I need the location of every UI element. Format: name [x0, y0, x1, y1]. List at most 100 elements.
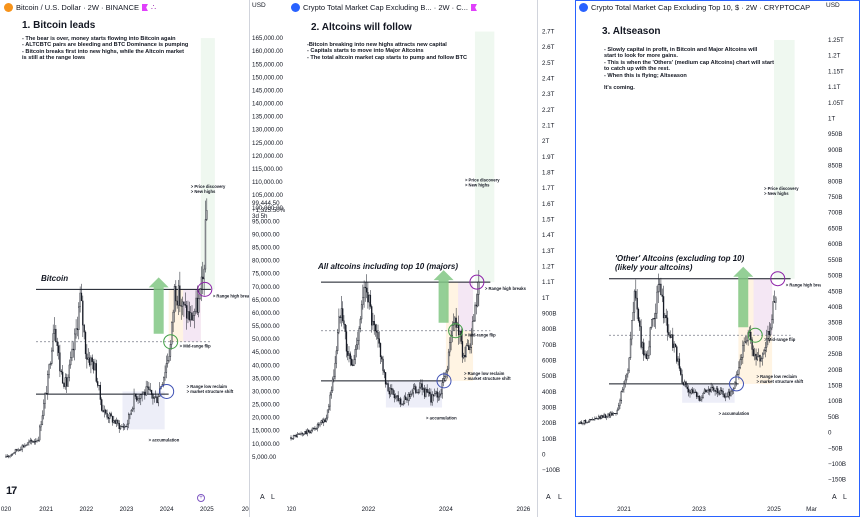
panel-divider[interactable] [249, 0, 250, 517]
candle-body [36, 440, 38, 442]
candle-body [339, 316, 341, 318]
chart-panel-bitcoin[interactable]: Bitcoin / U.S. Dollar · 2W · BINANCE ∴ >… [0, 0, 249, 517]
candle-body [79, 292, 81, 308]
note-line: to catch up with the rest. [604, 66, 670, 73]
candle-body [665, 315, 667, 319]
candle-body [475, 304, 477, 307]
candle-body [172, 311, 174, 323]
x-tick-label: 2025 [767, 506, 781, 513]
candle-body [691, 389, 694, 393]
candle-body [628, 357, 630, 371]
candle-body [735, 374, 737, 384]
candle-body [335, 350, 338, 364]
y-tick-label: 20,000.00 [252, 415, 280, 422]
candle-body [402, 403, 404, 405]
auto-scale-button[interactable]: A [546, 494, 551, 501]
annotation-structure-shift: > market structure shift [464, 376, 511, 381]
candle-body [773, 301, 776, 303]
note-line: - ALTCBTC pairs are bleeding and BTC Dom… [22, 42, 189, 49]
candle-body [676, 346, 678, 362]
candle-body [30, 440, 33, 442]
panel-notes: -Bitcoin breaking into new highs attract… [307, 42, 467, 61]
candle-body [196, 297, 199, 313]
candle-body [76, 328, 79, 331]
candle-body [594, 418, 596, 420]
panel-title[interactable]: Crypto Total Market Cap Excluding B... ·… [291, 3, 477, 12]
candle-body [353, 359, 355, 366]
candle-body [292, 435, 295, 439]
tradingview-logo-icon[interactable]: 17 [6, 485, 17, 497]
candle-body [411, 392, 413, 395]
chart-panel-altcoins[interactable]: Crypto Total Market Cap Excluding B... ·… [287, 0, 537, 517]
flag-icon[interactable] [470, 4, 477, 11]
candle-body [677, 358, 679, 362]
auto-scale-button[interactable]: A [832, 494, 837, 501]
candle-body [185, 305, 188, 319]
log-scale-button[interactable]: L [843, 494, 847, 501]
log-scale-button[interactable]: L [558, 494, 562, 501]
y-tick-label: 100,000.00 [252, 205, 284, 212]
currency-label[interactable]: USD [252, 2, 266, 9]
candle-body [12, 453, 14, 455]
candle-body [396, 395, 398, 397]
y-tick-label: −100B [542, 467, 560, 474]
y-tick-label: 350B [828, 320, 842, 327]
candle-body [26, 442, 29, 446]
candle-body [451, 324, 454, 336]
candle-body [775, 297, 777, 303]
y-tick-label: 1.9T [542, 154, 555, 161]
price-discovery-zone [474, 31, 495, 283]
candle-body [338, 316, 340, 333]
candle-body [596, 418, 599, 420]
panel-title[interactable]: Crypto Total Market Cap Excluding Top 10… [579, 3, 810, 12]
candle-body [377, 332, 379, 339]
share-icon[interactable]: ∴ [150, 3, 157, 12]
note-line: - This is when the 'Others' (medium cap … [604, 59, 774, 66]
candle-body [388, 390, 390, 395]
y-tick-label: 2.7T [542, 29, 555, 36]
y-tick-label: 95,000.00 [252, 218, 280, 225]
candle-body [662, 296, 665, 319]
candle-body [744, 341, 747, 343]
log-scale-button[interactable]: L [271, 494, 275, 501]
y-tick-label: 750B [828, 194, 842, 201]
cryptocap-icon [579, 3, 588, 12]
candle-body [358, 328, 360, 341]
candle-body [119, 426, 122, 430]
candle-body [156, 396, 158, 404]
price-axis-bitcoin[interactable]: USD 165,000.00 160,000.00 155,000.00 150,00… [249, 0, 287, 517]
candle-body [67, 377, 69, 387]
candle-body [74, 333, 76, 351]
candle-body [311, 427, 314, 431]
chart-plot[interactable]: > Price discovery> New highs > Range high… [575, 0, 821, 517]
price-axis-altcoins[interactable]: 2.7T 2.6T 2.5T 2.4T 2.3T 2.2T 2.1T 2T 1.9T 1.8T 1.… [537, 0, 575, 517]
candle-body [306, 429, 309, 435]
range-high-zone [458, 282, 474, 331]
candle-body [180, 305, 182, 307]
candle-body [707, 388, 710, 391]
candle-body [666, 317, 669, 333]
candle-body [442, 378, 445, 383]
x-tick-label: 2022 [362, 506, 376, 513]
scroll-to-realtime-icon[interactable]: + [197, 494, 205, 502]
x-tick-label: 2026 [516, 506, 530, 513]
candle-body [129, 413, 131, 415]
chart-plot[interactable]: > Price discovery> New highs > Range high… [0, 0, 249, 517]
currency-label[interactable]: USD [826, 2, 840, 9]
candle-body [454, 317, 456, 323]
candle-body [146, 386, 149, 388]
flag-icon[interactable] [141, 4, 148, 11]
auto-scale-button[interactable]: A [260, 494, 265, 501]
y-tick-label: 300B [542, 405, 556, 412]
candle-body [344, 324, 346, 332]
level-circle [159, 383, 175, 399]
panel-divider[interactable] [537, 0, 538, 517]
x-tick-label: 2023 [120, 506, 134, 513]
chart-plot[interactable]: > Price discovery> New highs > Range high… [287, 0, 537, 517]
chart-panel-others[interactable]: Crypto Total Market Cap Excluding Top 10… [575, 0, 860, 517]
candle-body [13, 452, 15, 454]
y-tick-label: 65,000.00 [252, 297, 280, 304]
candle-body [10, 453, 13, 456]
candle-body [632, 312, 634, 321]
panel-title[interactable]: Bitcoin / U.S. Dollar · 2W · BINANCE ∴ [4, 3, 156, 12]
